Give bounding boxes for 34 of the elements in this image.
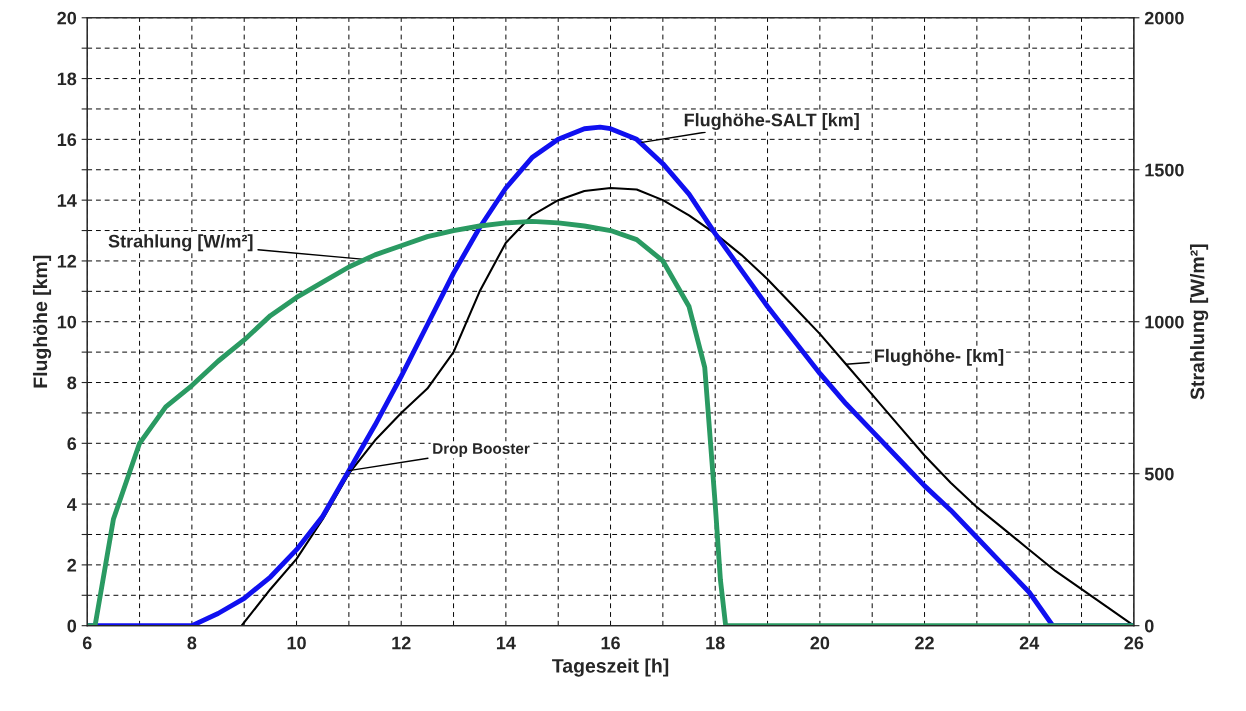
y-tick-label: 10 [57,315,77,329]
x-tick-label: 10 [287,636,306,650]
annotation: Strahlung [W/m²] [108,234,253,252]
x-tick-label: 14 [496,636,516,650]
annotation: Flughöhe- [km] [875,348,1004,366]
x-tick-label: 26 [1124,636,1144,650]
y-tick-label: 2 [67,558,77,572]
x-tick-label: 6 [82,636,92,650]
x-tick-label: 12 [392,636,411,650]
y2-tick-label: 1500 [1145,163,1184,177]
y-tick-label: 16 [57,133,77,147]
x-tick-label: 20 [810,636,830,650]
x-tick-label: 8 [187,636,197,650]
annotation: Flughöhe-SALT [km] [684,113,859,131]
y2-tick-label: 2000 [1144,11,1184,25]
y2-tick-label: 1000 [1145,315,1184,329]
x-tick-label: 24 [1019,636,1040,650]
y-axis-title: Flughöhe [km] [32,255,52,388]
y-tick-label: 20 [57,11,77,25]
y-tick-label: 4 [67,498,77,511]
y-tick-label: 18 [57,72,77,86]
y2-tick-label: 500 [1144,467,1174,481]
y-tick-label: 12 [57,254,77,268]
x-tick-label: 16 [601,636,620,650]
y-tick-label: 14 [57,194,77,207]
annotation: Drop Booster [433,443,530,457]
y-tick-label: 6 [67,437,77,451]
y-tick-label: 8 [67,376,77,390]
y2-axis-title: Strahlung [W/m²] [1189,244,1209,400]
y2-tick-label: 0 [1144,619,1154,633]
y-tick-label: 0 [67,619,77,633]
x-tick-label: 18 [706,636,725,650]
x-axis-title: Tageszeit [h] [552,658,669,677]
x-tick-label: 22 [915,636,934,650]
